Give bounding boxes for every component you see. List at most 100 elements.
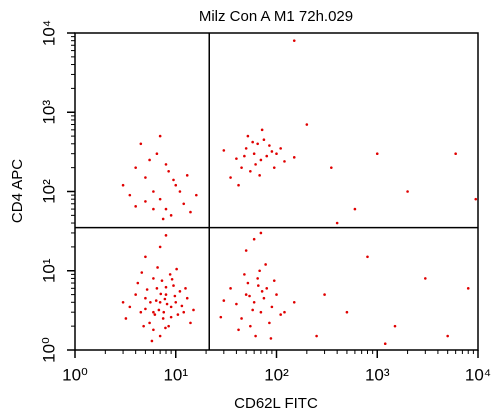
event-dot: [260, 128, 264, 132]
event-dot: [152, 190, 155, 193]
event-dot: [145, 288, 149, 291]
event-dot: [466, 287, 470, 290]
event-dot: [406, 190, 409, 193]
event-dot: [175, 267, 178, 271]
event-dot: [269, 337, 273, 340]
event-dot: [136, 281, 140, 285]
event-dot: [262, 138, 266, 142]
event-dot: [160, 279, 164, 282]
event-dot: [375, 152, 379, 155]
event-dot: [366, 255, 369, 259]
event-dot: [292, 156, 296, 159]
event-dot: [158, 134, 162, 138]
event-dot: [163, 297, 167, 301]
event-dot: [139, 142, 143, 146]
event-dot: [176, 313, 180, 316]
event-dot: [192, 308, 195, 312]
event-dot: [178, 190, 182, 193]
event-dot: [121, 300, 125, 304]
event-dot: [155, 287, 159, 290]
event-dot: [185, 296, 189, 300]
x-tick-label: 10²: [264, 365, 289, 384]
x-tick-label: 10⁰: [62, 365, 88, 384]
event-dot: [256, 142, 259, 146]
event-dot: [144, 200, 147, 203]
event-dot: [268, 321, 271, 325]
event-dot: [251, 308, 254, 312]
event-dot: [158, 197, 162, 201]
event-dot: [454, 152, 457, 155]
event-dot: [164, 207, 168, 211]
y-tick-label: 10¹: [39, 258, 58, 283]
event-dot: [169, 214, 173, 217]
event-dot: [164, 234, 168, 237]
event-dot: [164, 293, 168, 296]
event-dot: [154, 299, 158, 302]
event-dot: [229, 176, 232, 179]
event-dot: [182, 310, 186, 314]
event-dot: [246, 281, 250, 285]
event-dot: [335, 221, 339, 225]
event-dot: [292, 39, 296, 42]
event-dot: [244, 147, 248, 150]
event-dot: [185, 174, 189, 177]
event-dot: [268, 144, 271, 147]
event-dot: [235, 302, 238, 306]
event-dot: [259, 310, 263, 314]
y-tick-label: 10⁴: [39, 20, 58, 46]
plot-frame: [74, 32, 479, 351]
event-dot: [128, 305, 132, 309]
event-dot: [174, 183, 178, 187]
event-dot: [270, 305, 274, 309]
event-dot: [134, 293, 137, 296]
event-dot: [265, 154, 269, 158]
event-dot: [152, 328, 155, 332]
event-dot: [162, 310, 166, 314]
event-dot: [305, 123, 309, 126]
event-dot: [275, 152, 278, 155]
event-dot: [164, 163, 168, 166]
event-dot: [148, 321, 151, 325]
event-dot: [144, 296, 147, 300]
event-dot: [243, 273, 246, 276]
event-dot: [254, 334, 257, 338]
event-dot: [270, 150, 274, 153]
event-dot: [189, 321, 192, 325]
event-dot: [174, 300, 178, 304]
event-dot: [170, 278, 174, 281]
event-dot: [256, 277, 259, 280]
event-dot: [167, 324, 170, 328]
event-dot: [259, 231, 263, 235]
event-dot: [393, 324, 397, 328]
event-dot: [169, 315, 173, 319]
x-axis-label: CD62L FITC: [234, 395, 318, 412]
event-dot: [330, 166, 333, 169]
event-dot: [158, 334, 162, 338]
event-dot: [180, 304, 184, 308]
event-dot: [128, 193, 132, 197]
event-dot: [169, 305, 173, 309]
event-dot: [173, 294, 177, 298]
y-tick-label: 10⁰: [39, 337, 58, 363]
x-tick-label: 10⁴: [465, 365, 491, 384]
event-dot: [251, 140, 254, 144]
y-axis-label: CD4 APC: [9, 159, 26, 223]
event-dot: [158, 245, 162, 249]
event-dot: [165, 302, 169, 306]
event-dot: [152, 277, 155, 280]
event-dot: [222, 299, 226, 302]
event-dot: [168, 273, 172, 276]
chart-title: Milz Con A M1 72h.029: [199, 8, 353, 25]
event-dot: [222, 149, 226, 152]
event-dot: [244, 249, 248, 252]
event-dot: [182, 202, 186, 206]
event-dot: [353, 207, 357, 211]
event-dot: [148, 158, 151, 162]
event-dot: [144, 255, 147, 259]
event-dot: [383, 342, 387, 346]
event-dot: [249, 324, 252, 328]
event-dot: [144, 307, 147, 311]
event-dot: [240, 317, 243, 320]
event-dot: [259, 158, 263, 162]
